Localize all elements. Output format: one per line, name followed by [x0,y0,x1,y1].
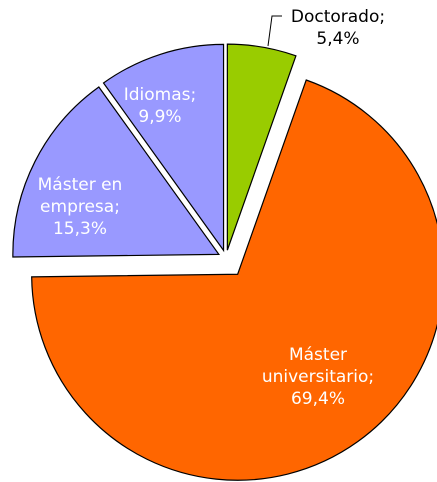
leader-line [267,15,282,47]
pie-slice [12,86,221,258]
slice-label: Máster universitario; [262,345,374,387]
slice-value-label: 9,9% [138,107,181,127]
slice-value-label: 69,4% [291,389,345,409]
pie-slice [102,43,225,253]
slice-value-label: 5,4% [316,29,359,49]
pie-slice [226,43,297,251]
slice-label: Máster en empresa; [38,175,123,217]
pie-slice [31,79,437,481]
slice-label: Doctorado; [291,7,385,27]
slice-value-label: 15,3% [53,219,107,239]
slice-label: Idiomas; [124,85,197,105]
